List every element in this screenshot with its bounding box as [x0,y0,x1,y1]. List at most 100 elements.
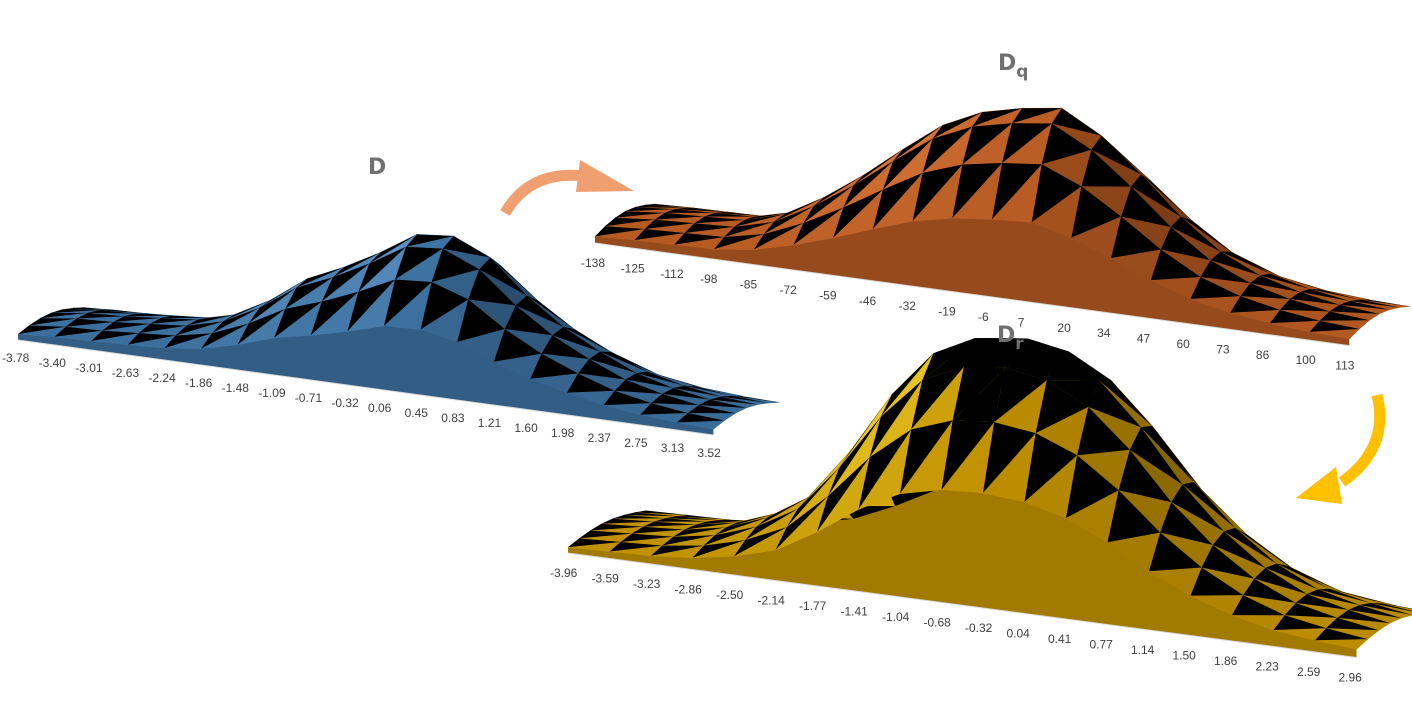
x-tick-label: 3.52 [697,446,721,460]
x-tick-label: -125 [621,261,645,275]
surface-facet [880,353,934,417]
surface-facet [1057,351,1111,381]
surface-facet [1002,123,1052,164]
chart-title-dq: Dq [998,51,1028,82]
surface-front-face [595,218,1350,346]
surface-facet [892,124,943,162]
x-tick-label: -2.14 [758,594,786,608]
panel-dq: -138 -125 -112 -98 -85 -72 -59 -46 -32 -19 -6 7 20 34… [581,51,1410,373]
surface-facet [1273,615,1327,631]
surface-facet [1299,288,1350,301]
surface-facet [384,279,432,326]
surface-facet [625,373,674,388]
surface-facet [1160,226,1211,261]
x-tick-label: -112 [660,267,683,281]
surface-facet [369,234,417,264]
surface-facet [113,316,161,322]
surface-facet [1111,216,1161,259]
surface-facet [745,508,798,541]
x-tick-label: 113 [1335,359,1354,373]
surface-facet [1287,565,1341,592]
surface-facet [645,203,695,208]
surface-facet [1276,563,1330,589]
surface-facet [620,533,674,543]
surface-facet [640,403,688,415]
x-tick-label: 2.23 [1256,660,1280,674]
surface-facet [1077,406,1130,456]
surface-facet [631,526,685,534]
surface-facet [731,395,780,403]
surface-facet [922,338,975,381]
x-tick-label: 0.45 [405,406,429,420]
chart-title-dr: Dr [997,323,1024,354]
surface-facet [709,396,758,405]
surface-facet [1230,251,1281,277]
surface-facet [803,185,854,223]
surface-facet [635,204,685,208]
surface-facet [647,371,696,387]
surface-facet [18,325,66,335]
x-tick-label: 2.59 [1297,665,1321,679]
surface-facet [684,522,738,530]
x-tick-label: 1.98 [551,426,575,440]
x-tick-label: 2.75 [624,436,648,450]
surface-facet [223,300,271,322]
surface-facet [833,189,883,238]
x-tick-label: 47 [1137,332,1151,346]
surface-facet [515,295,564,327]
x-tick-label: -138 [581,256,605,270]
x-tick-label: -1.86 [185,376,213,390]
surface-facet [601,518,655,524]
x-tick-label: -2.86 [675,583,703,597]
x-tick-label: -3.23 [633,577,661,591]
surface-facet [1232,595,1285,616]
surface-facet [706,520,760,522]
surface-facet [504,305,553,336]
surface-facet [1046,351,1100,381]
surface-facet [65,318,114,327]
x-tick-label: 1.21 [478,416,502,430]
x-tick-labels-d: -3.78 -3.40 -3.01 -2.63 -2.24 -1.86 -1.48 -1.09… [2,351,721,460]
surface-facet [1230,296,1280,313]
surface-facet [720,395,769,403]
surface-facet [612,514,666,519]
x-tick-label: -1.41 [841,605,869,619]
surface-facet [1046,380,1100,407]
surface-facet [1190,276,1241,299]
surface-facet [952,163,1002,219]
surface-facet [567,373,615,393]
x-tick-label: 0.77 [1090,638,1114,652]
surface-facet [932,112,983,139]
surface-facet [853,149,903,186]
surface-facet [684,207,735,213]
surface-facet [102,321,150,331]
surface-facet [725,512,779,528]
surface-facet [724,221,774,237]
surface-facet [431,248,480,283]
surface-front-face [568,489,1357,658]
x-tick-label: 0.06 [368,401,392,415]
surface-facet [490,257,538,301]
surface-facet [127,333,176,345]
x-tick-label: -3.40 [39,356,67,370]
surface-facet [839,394,892,468]
surface-facet [1318,588,1371,604]
surface-facet [858,429,912,510]
surface-facet [406,234,454,247]
x-tick-label: -3.01 [75,361,103,375]
surface-facet [54,326,103,337]
surface-facet [530,353,578,379]
surface-facet [1180,216,1231,252]
surface-facet [296,267,344,288]
surface-facet [676,413,725,423]
surface-facet [87,310,136,314]
surface-facet [797,450,851,509]
surface-facet [695,520,749,525]
surface-facet [124,313,172,317]
surface-facet [248,287,297,324]
surface-facet [347,279,395,332]
x-tick-label: -1.04 [882,610,910,624]
surface-facet [615,211,665,218]
surface-facet [892,125,943,162]
surface-facet [541,335,589,359]
